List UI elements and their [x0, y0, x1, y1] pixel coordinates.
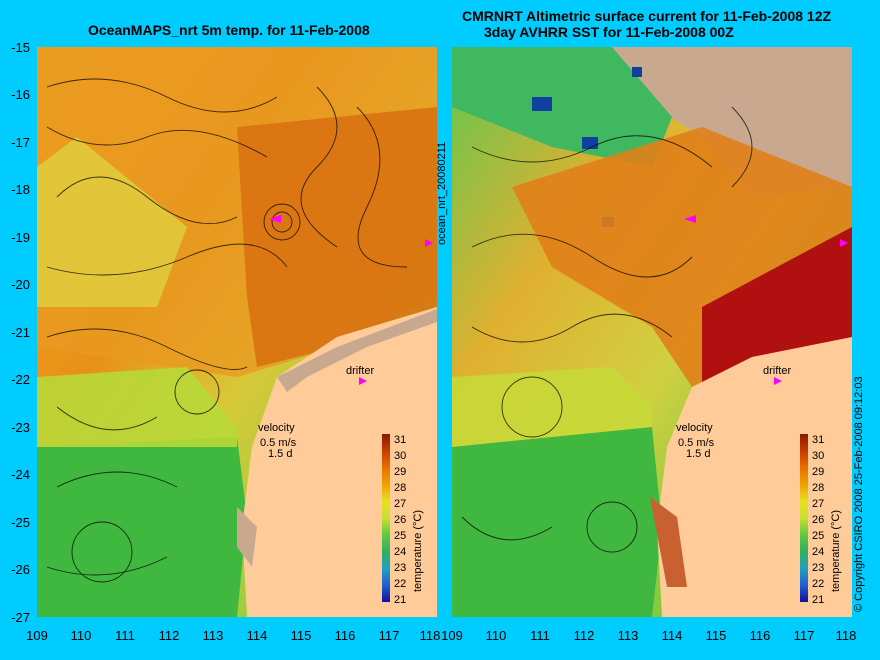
x-tick-left: 118 — [419, 628, 441, 643]
colorbar-tick: 31 — [394, 434, 407, 446]
colorbar-tick: 28 — [394, 482, 407, 494]
colorbar-tick: 31 — [812, 434, 825, 446]
colorbar-tick: 25 — [812, 530, 825, 542]
drifter-marker — [840, 239, 848, 247]
colorbar-tick: 28 — [812, 482, 825, 494]
colorbar-tick: 22 — [812, 578, 825, 590]
drifter-marker — [269, 215, 281, 223]
velocity-label-right: velocity — [676, 422, 713, 434]
drifter-marker — [425, 239, 433, 247]
drifter-label-right: drifter — [763, 365, 792, 377]
x-tick-left: 113 — [202, 628, 224, 643]
y-tick: -24 — [11, 467, 30, 482]
colorbar-right: 31 30 29 28 27 26 25 24 23 22 21 — [800, 434, 840, 606]
y-tick: -23 — [11, 420, 30, 435]
colorbar-tick: 29 — [394, 466, 407, 478]
x-tick-right: 115 — [705, 628, 727, 643]
speed-label-left: 0.5 m/s — [260, 437, 297, 449]
left-map-panel — [37, 47, 437, 617]
colorbar-tick: 24 — [394, 546, 407, 558]
x-tick-left: 109 — [26, 628, 48, 643]
y-tick: -16 — [11, 87, 30, 102]
x-tick-left: 111 — [115, 628, 135, 643]
duration-label-right: 1.5 d — [686, 448, 711, 460]
y-tick: -15 — [11, 40, 30, 55]
colorbar-tick: 25 — [394, 530, 407, 542]
y-tick: -18 — [11, 182, 30, 197]
y-tick: -25 — [11, 515, 30, 530]
x-tick-right: 118 — [835, 628, 857, 643]
x-tick-right: 111 — [530, 628, 550, 643]
colorbar-tick: 26 — [812, 514, 825, 526]
velocity-label-left: velocity — [258, 422, 295, 434]
right-map-title-2: 3day AVHRR SST for 11-Feb-2008 00Z — [484, 24, 734, 40]
drifter-marker — [684, 215, 696, 223]
x-tick-left: 117 — [378, 628, 400, 643]
colorbar-tick: 24 — [812, 546, 825, 558]
y-tick: -19 — [11, 230, 30, 245]
right-map-title-1: CMRNRT Altimetric surface current for 11… — [462, 8, 832, 24]
colorbar-tick: 27 — [394, 498, 407, 510]
x-tick-left: 112 — [158, 628, 180, 643]
colorbar-tick: 23 — [394, 562, 407, 574]
right-map-panel — [452, 47, 852, 617]
x-tick-right: 110 — [485, 628, 507, 643]
speed-label-right: 0.5 m/s — [678, 437, 715, 449]
y-tick: -21 — [11, 325, 30, 340]
y-tick: -27 — [11, 610, 30, 625]
model-run-label: ocean_nrt_20080211 — [436, 141, 448, 245]
x-tick-left: 115 — [290, 628, 312, 643]
x-tick-left: 114 — [246, 628, 268, 643]
colorbar-label-left: temperature (°C) — [412, 509, 424, 592]
colorbar-tick: 22 — [394, 578, 407, 590]
colorbar-gradient — [382, 434, 390, 602]
colorbar-label-right: temperature (°C) — [830, 509, 842, 592]
x-tick-right: 114 — [661, 628, 683, 643]
x-tick-right: 112 — [573, 628, 595, 643]
left-map-title: OceanMAPS_nrt 5m temp. for 11-Feb-2008 — [88, 22, 370, 38]
y-tick: -20 — [11, 277, 30, 292]
colorbar-tick: 29 — [812, 466, 825, 478]
colorbar-tick: 30 — [812, 450, 825, 462]
colorbar-tick: 30 — [394, 450, 407, 462]
colorbar-gradient — [800, 434, 808, 602]
colorbar-tick: 26 — [394, 514, 407, 526]
y-tick: -17 — [11, 135, 30, 150]
x-tick-left: 116 — [334, 628, 356, 643]
y-tick: -26 — [11, 562, 30, 577]
duration-label-left: 1.5 d — [268, 448, 293, 460]
colorbar-left: 31 30 29 28 27 26 25 24 23 22 21 — [382, 434, 422, 606]
colorbar-tick: 27 — [812, 498, 825, 510]
drifter-label-left: drifter — [346, 365, 375, 377]
x-tick-left: 110 — [70, 628, 92, 643]
colorbar-tick: 21 — [394, 594, 407, 606]
drifter-marker — [359, 377, 367, 385]
x-tick-right: 116 — [749, 628, 771, 643]
x-tick-right: 117 — [793, 628, 815, 643]
x-tick-right: 113 — [617, 628, 639, 643]
drifter-marker — [774, 377, 782, 385]
x-tick-right: 109 — [441, 628, 463, 643]
y-tick: -22 — [11, 372, 30, 387]
colorbar-tick: 23 — [812, 562, 825, 574]
colorbar-tick: 21 — [812, 594, 825, 606]
copyright-label: © Copyright CSIRO 2008 25-Feb-2008 09:12… — [853, 376, 865, 612]
